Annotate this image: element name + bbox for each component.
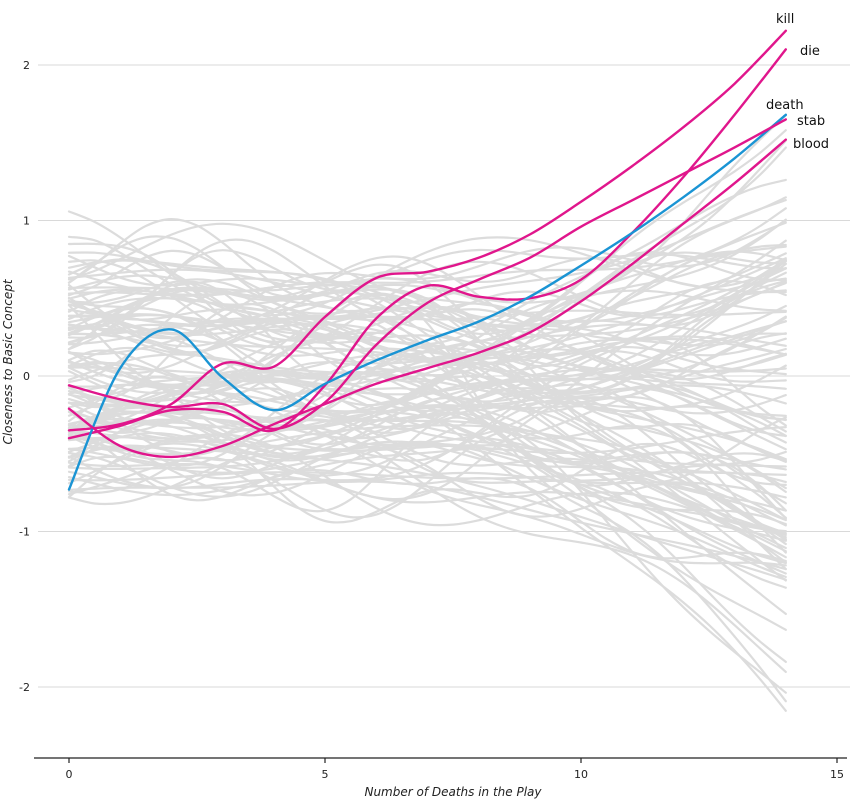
series-line-death xyxy=(67,113,787,491)
background-series-line xyxy=(67,434,787,524)
background-series-line xyxy=(67,346,787,403)
x-tick-label: 5 xyxy=(322,768,329,781)
x-tick-label: 10 xyxy=(574,768,588,781)
background-series-line xyxy=(67,300,787,541)
background-series-line xyxy=(67,427,787,563)
y-tick-label: -2 xyxy=(19,681,30,694)
series-label-stab: stab xyxy=(797,114,825,129)
y-axis-title: Closeness to Basic Concept xyxy=(1,278,15,444)
background-series-line xyxy=(67,313,787,390)
series-line-kill xyxy=(67,29,787,432)
series-label-blood: blood xyxy=(793,137,829,152)
background-series-line xyxy=(67,366,787,559)
y-tick-label: 2 xyxy=(23,59,30,72)
x-tick-label: 15 xyxy=(830,768,844,781)
background-series-line xyxy=(67,304,787,512)
background-series-line xyxy=(67,410,787,539)
background-series-line xyxy=(67,315,787,460)
series-line-die xyxy=(67,48,787,440)
background-series-line xyxy=(67,426,787,474)
background-series-line xyxy=(67,384,787,446)
x-tick-label: 0 xyxy=(66,768,73,781)
background-series-line xyxy=(67,252,787,357)
background-series-line xyxy=(67,461,787,499)
background-series-line xyxy=(67,199,787,336)
y-tick-label: 1 xyxy=(23,215,30,228)
series-line-stab xyxy=(67,118,787,431)
background-series-line xyxy=(67,323,787,463)
series-label-die: die xyxy=(800,44,820,59)
background-series-line xyxy=(67,258,787,546)
background-series-line xyxy=(67,243,787,356)
background-series xyxy=(67,114,787,712)
background-series-line xyxy=(67,394,787,501)
series-label-kill: kill xyxy=(776,12,794,27)
series-label-death: death xyxy=(766,98,804,113)
y-tick-label: -1 xyxy=(19,526,30,539)
background-series-line xyxy=(67,217,787,519)
background-series-line xyxy=(67,307,787,694)
background-series-line xyxy=(67,296,787,571)
background-series-line xyxy=(67,250,787,331)
background-series-line xyxy=(67,263,787,383)
background-series-line xyxy=(67,364,787,477)
background-series-line xyxy=(67,480,787,571)
background-series-line xyxy=(67,280,787,384)
axes: 0 5 10 15 xyxy=(34,757,847,781)
y-tick-label: 0 xyxy=(23,370,30,383)
background-series-line xyxy=(67,259,787,506)
x-axis-title: Number of Deaths in the Play xyxy=(364,785,542,799)
background-series-line xyxy=(67,300,787,356)
background-series-line xyxy=(67,374,787,663)
background-series-line xyxy=(67,146,787,468)
background-series-line xyxy=(67,238,787,520)
series-line-blood xyxy=(67,138,787,459)
